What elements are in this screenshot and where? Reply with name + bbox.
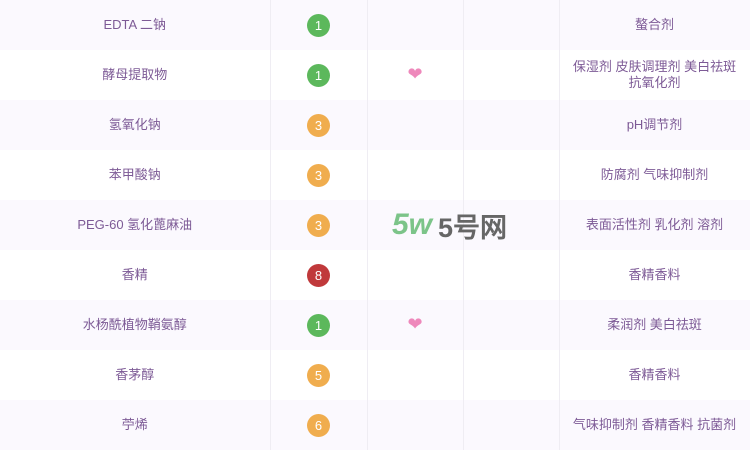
table-row: EDTA 二钠 1 螯合剂 bbox=[0, 0, 750, 50]
empty-cell bbox=[463, 300, 560, 350]
safety-score-badge: 3 bbox=[307, 213, 330, 237]
score-cell: 1 bbox=[270, 50, 368, 100]
empty-cell bbox=[463, 100, 560, 150]
heart-icon: ❤ bbox=[407, 314, 423, 334]
heart-cell: ❤ bbox=[367, 300, 464, 350]
safety-score-badge: 1 bbox=[307, 63, 330, 87]
empty-cell bbox=[463, 0, 560, 50]
ingredient-function: 柔润剂 美白祛斑 bbox=[559, 300, 750, 350]
safety-score-badge: 1 bbox=[307, 13, 330, 37]
safety-score-badge: 3 bbox=[307, 113, 330, 137]
ingredient-function: 螯合剂 bbox=[559, 0, 750, 50]
ingredient-function: pH调节剂 bbox=[559, 100, 750, 150]
heart-cell bbox=[367, 100, 464, 150]
ingredient-name: 酵母提取物 bbox=[0, 50, 271, 100]
ingredient-function: 香精香料 bbox=[559, 350, 750, 400]
empty-cell bbox=[463, 200, 560, 250]
score-cell: 8 bbox=[270, 250, 368, 300]
score-cell: 6 bbox=[270, 400, 368, 450]
heart-cell bbox=[367, 350, 464, 400]
score-cell: 5 bbox=[270, 350, 368, 400]
empty-cell bbox=[463, 250, 560, 300]
table-row: 氢氧化钠 3 pH调节剂 bbox=[0, 100, 750, 150]
empty-cell bbox=[463, 350, 560, 400]
table-row: PEG-60 氢化蓖麻油 3 表面活性剂 乳化剂 溶剂 bbox=[0, 200, 750, 250]
table-row: 苯甲酸钠 3 防腐剂 气味抑制剂 bbox=[0, 150, 750, 200]
ingredient-name: 氢氧化钠 bbox=[0, 100, 271, 150]
empty-cell bbox=[463, 400, 560, 450]
ingredient-name: 香茅醇 bbox=[0, 350, 271, 400]
ingredient-function: 表面活性剂 乳化剂 溶剂 bbox=[559, 200, 750, 250]
score-cell: 1 bbox=[270, 0, 368, 50]
safety-score-badge: 6 bbox=[307, 413, 330, 437]
heart-cell bbox=[367, 400, 464, 450]
safety-score-badge: 8 bbox=[307, 263, 330, 287]
score-cell: 3 bbox=[270, 200, 368, 250]
score-cell: 3 bbox=[270, 150, 368, 200]
empty-cell bbox=[463, 50, 560, 100]
safety-score-badge: 5 bbox=[307, 363, 330, 387]
heart-cell bbox=[367, 250, 464, 300]
heart-cell bbox=[367, 200, 464, 250]
heart-icon: ❤ bbox=[407, 64, 423, 84]
score-cell: 1 bbox=[270, 300, 368, 350]
ingredient-name: 水杨酰植物鞘氨醇 bbox=[0, 300, 271, 350]
score-cell: 3 bbox=[270, 100, 368, 150]
empty-cell bbox=[463, 150, 560, 200]
ingredient-name: 苯甲酸钠 bbox=[0, 150, 271, 200]
safety-score-badge: 3 bbox=[307, 163, 330, 187]
ingredient-name: EDTA 二钠 bbox=[0, 0, 271, 50]
heart-cell bbox=[367, 0, 464, 50]
ingredient-function: 防腐剂 气味抑制剂 bbox=[559, 150, 750, 200]
heart-cell bbox=[367, 150, 464, 200]
table-row: 水杨酰植物鞘氨醇 1 ❤ 柔润剂 美白祛斑 bbox=[0, 300, 750, 350]
safety-score-badge: 1 bbox=[307, 313, 330, 337]
table-row: 香精 8 香精香料 bbox=[0, 250, 750, 300]
table-row: 酵母提取物 1 ❤ 保湿剂 皮肤调理剂 美白祛斑 抗氧化剂 bbox=[0, 50, 750, 100]
ingredient-name: 香精 bbox=[0, 250, 271, 300]
ingredient-function: 保湿剂 皮肤调理剂 美白祛斑 抗氧化剂 bbox=[559, 50, 750, 100]
ingredient-name: PEG-60 氢化蓖麻油 bbox=[0, 200, 271, 250]
table-row: 香茅醇 5 香精香料 bbox=[0, 350, 750, 400]
table-row: 苧烯 6 气味抑制剂 香精香料 抗菌剂 bbox=[0, 400, 750, 450]
ingredient-function: 气味抑制剂 香精香料 抗菌剂 bbox=[559, 400, 750, 450]
heart-cell: ❤ bbox=[367, 50, 464, 100]
ingredient-name: 苧烯 bbox=[0, 400, 271, 450]
ingredient-function: 香精香料 bbox=[559, 250, 750, 300]
